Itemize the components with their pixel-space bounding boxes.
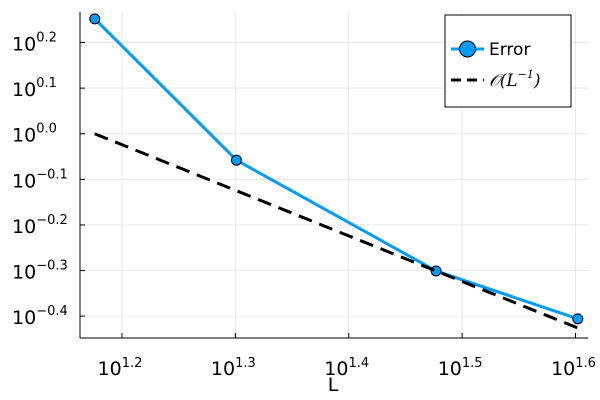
axes — [79, 12, 588, 339]
legend-box — [444, 14, 572, 108]
grid — [80, 12, 588, 338]
x-tick-label: 101.5 — [438, 356, 483, 380]
y-tick-label: 100.0 — [12, 122, 57, 147]
x-tick-label: 101.2 — [98, 356, 143, 380]
y-tick-label: 100.1 — [12, 76, 57, 101]
legend-ref-label: 𝒪(L−1) — [489, 68, 541, 91]
y-tick-label: 10−0.1 — [12, 167, 68, 192]
error-point — [89, 13, 101, 25]
legend-error-label: Error — [489, 40, 530, 60]
x-axis-label: L — [328, 374, 339, 396]
y-tick-label: 100.2 — [12, 31, 57, 56]
y-tick-labels: 100.2 100.1 100.0 10−0.1 10−0.2 10−0.3 10−0.4 — [12, 31, 68, 330]
legend-error-marker — [459, 40, 476, 58]
y-tick-label: 10−0.3 — [12, 259, 68, 284]
x-tick-labels: 101.2 101.3 101.4 101.5 101.6 — [98, 356, 596, 380]
y-tick-label: 10−0.2 — [12, 213, 68, 238]
x-tick-label: 101.6 — [551, 356, 596, 380]
x-tick-label: 101.3 — [211, 356, 256, 380]
legend: Error 𝒪(L−1) — [444, 14, 572, 108]
y-tick-label: 10−0.4 — [12, 304, 68, 329]
plot-area — [89, 13, 584, 330]
x-tick-label: 101.4 — [324, 356, 369, 380]
error-line — [93, 17, 579, 321]
error-point — [230, 154, 242, 166]
error-point — [572, 313, 584, 325]
